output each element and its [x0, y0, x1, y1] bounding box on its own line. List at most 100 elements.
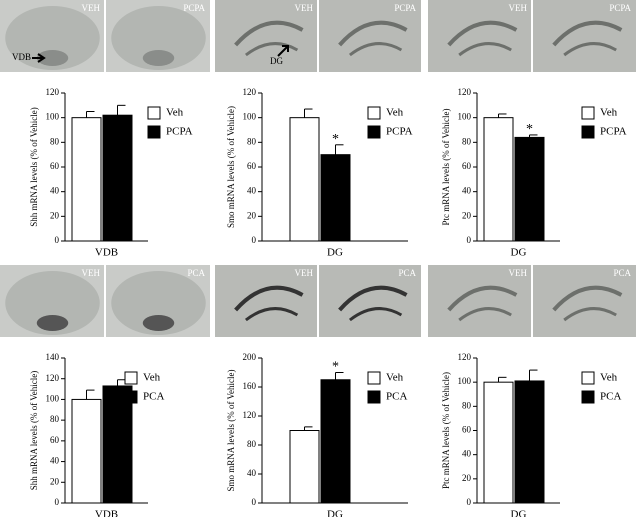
y-tick-label: 40 — [50, 186, 60, 196]
legend-swatch — [147, 125, 161, 139]
y-tick-label: 160 — [243, 381, 257, 391]
legend-label: Veh — [600, 372, 618, 384]
image-label: VEH — [295, 268, 314, 278]
image-label: VEH — [82, 3, 101, 13]
tissue — [36, 315, 69, 331]
image-label: VEH — [509, 3, 528, 13]
tissue — [111, 6, 206, 70]
y-tick-label: 140 — [46, 352, 60, 362]
hippocampus — [348, 307, 403, 322]
significance-mark: * — [526, 122, 533, 137]
legend-swatch — [147, 106, 161, 120]
y-tick-label: 120 — [458, 87, 472, 97]
tissue — [111, 271, 206, 335]
arrow — [32, 53, 46, 63]
hippocampus — [458, 307, 512, 322]
legend-label: Veh — [386, 107, 404, 119]
y-tick-label: 80 — [50, 414, 60, 424]
image-label: PCA — [613, 268, 631, 278]
y-axis-label: Smo mRNA levels (% of Vehicle) — [226, 369, 236, 491]
bar — [320, 379, 351, 504]
brain-section — [533, 265, 636, 337]
image-label: PCA — [187, 268, 205, 278]
legend-swatch — [124, 390, 138, 404]
hippocampus — [234, 285, 304, 312]
significance-mark: * — [332, 132, 339, 147]
brain-section — [428, 0, 531, 72]
image-label: PCPA — [183, 3, 205, 13]
hippocampus — [552, 20, 623, 47]
y-tick-label: 40 — [247, 186, 257, 196]
hippocampus — [234, 20, 304, 47]
bar — [514, 136, 545, 242]
y-tick-label: 60 — [50, 435, 60, 445]
bar — [102, 114, 133, 242]
legend-label: Veh — [143, 372, 161, 384]
legend-swatch — [367, 106, 381, 120]
y-tick-label: 40 — [462, 449, 472, 459]
legend-label: Veh — [386, 372, 404, 384]
bar — [71, 117, 102, 242]
y-axis-label: Ptc mRNA levels (% of Vehicle) — [441, 108, 451, 225]
image-label: PCPA — [394, 3, 416, 13]
legend-swatch — [367, 371, 381, 385]
y-tick-label: 20 — [462, 210, 472, 220]
brain-section — [215, 265, 317, 337]
brain-section — [428, 265, 531, 337]
bar — [71, 398, 102, 504]
hippocampus — [348, 42, 403, 57]
brain-section — [319, 0, 421, 72]
tissue — [5, 6, 100, 70]
legend-label: PCA — [386, 391, 407, 403]
legend-label: PCA — [600, 391, 621, 403]
bar — [289, 117, 320, 242]
hippocampus — [338, 20, 408, 47]
y-tick-label: 120 — [243, 87, 257, 97]
arrow — [277, 45, 289, 57]
y-tick-label: 80 — [50, 136, 60, 146]
x-tick-label: DG — [327, 247, 343, 259]
y-tick-label: 40 — [50, 456, 60, 466]
y-tick-label: 0 — [467, 497, 472, 507]
bar — [514, 380, 545, 504]
y-axis-label: Ptc mRNA levels (% of Vehicle) — [441, 372, 451, 489]
y-tick-label: 60 — [247, 161, 257, 171]
y-tick-label: 120 — [243, 410, 257, 420]
tissue — [36, 50, 69, 66]
legend-swatch — [367, 125, 381, 139]
x-tick-label: DG — [327, 509, 343, 517]
bar — [102, 385, 133, 504]
y-tick-label: 60 — [50, 161, 60, 171]
legend-label: PCPA — [600, 126, 627, 138]
y-tick-label: 0 — [55, 497, 60, 507]
y-tick-label: 200 — [243, 352, 257, 362]
y-axis-label: Shh mRNA levels (% of Vehicle) — [29, 107, 39, 227]
y-tick-label: 120 — [46, 87, 60, 97]
image-label: VEH — [509, 268, 528, 278]
y-tick-label: 0 — [252, 497, 257, 507]
y-tick-label: 40 — [462, 186, 472, 196]
y-tick-label: 20 — [247, 210, 257, 220]
tissue — [142, 315, 175, 331]
y-axis-label: Smo mRNA levels (% of Vehicle) — [226, 106, 236, 228]
y-tick-label: 80 — [247, 439, 257, 449]
y-axis-label: Shh mRNA levels (% of Vehicle) — [29, 371, 39, 491]
image-label: PCA — [398, 268, 416, 278]
hippocampus — [447, 20, 518, 47]
x-tick-label: DG — [511, 247, 527, 259]
y-tick-label: 100 — [46, 112, 60, 122]
legend-label: PCPA — [386, 126, 413, 138]
y-tick-label: 60 — [462, 161, 472, 171]
legend-label: Veh — [166, 107, 184, 119]
y-tick-label: 120 — [46, 373, 60, 383]
brain-section — [319, 265, 421, 337]
legend-swatch — [581, 371, 595, 385]
hippocampus — [552, 285, 623, 312]
region-label: VDB — [12, 52, 31, 62]
y-tick-label: 100 — [243, 112, 257, 122]
image-label: VEH — [295, 3, 314, 13]
legend-label: Veh — [600, 107, 618, 119]
y-tick-label: 100 — [46, 393, 60, 403]
y-tick-label: 0 — [252, 235, 257, 245]
